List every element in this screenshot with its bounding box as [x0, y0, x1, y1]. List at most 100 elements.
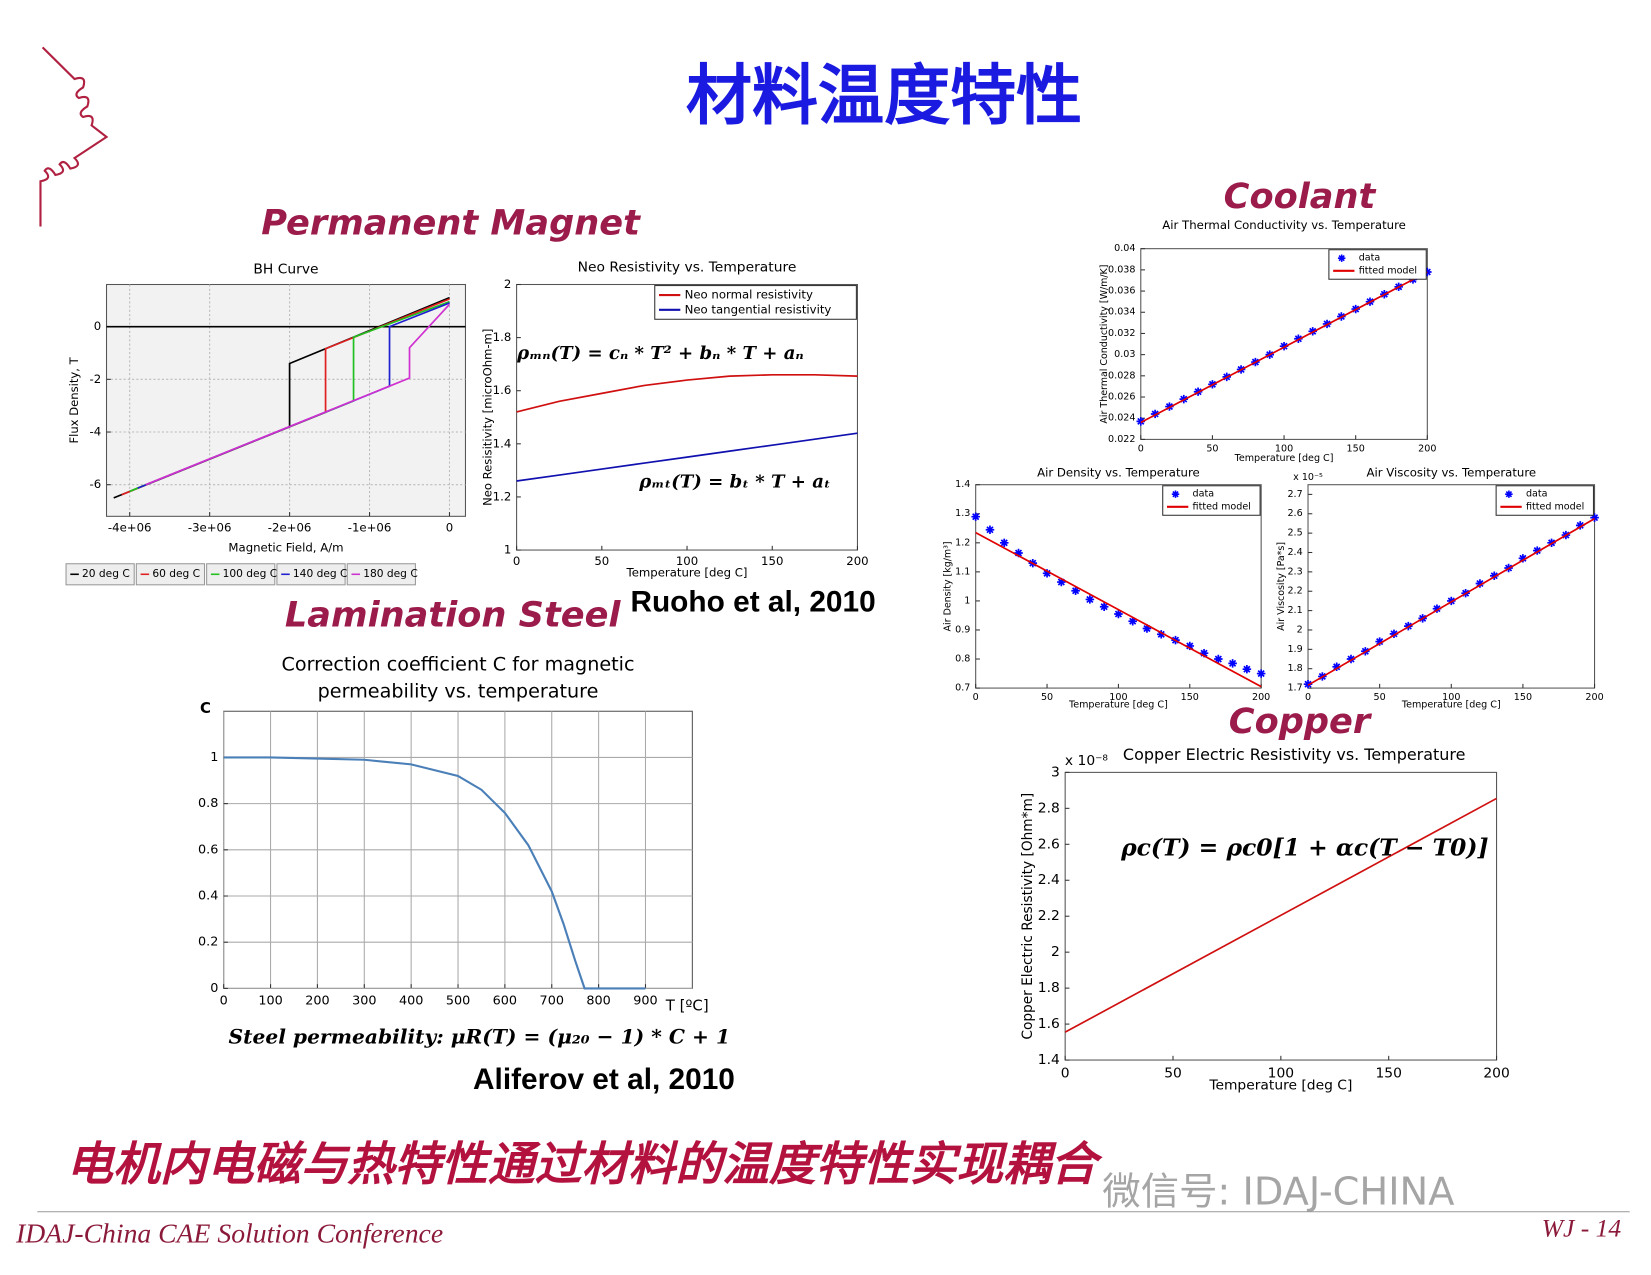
x-tick-label: 800	[586, 993, 610, 1008]
data-marker	[1256, 669, 1266, 678]
data-marker	[1014, 548, 1023, 558]
y-tick-label: 2.2	[1038, 908, 1060, 924]
data-marker	[1042, 569, 1052, 578]
y-tick-label: 0.9	[955, 625, 970, 636]
y-tick-label: 1.2	[493, 489, 512, 503]
heading: Copper	[1229, 702, 1373, 742]
legend-box	[206, 563, 276, 586]
equation: Steel permeability: μR(T) = (μ₂₀ − 1) * …	[229, 1024, 731, 1048]
y-tick-label: 0.032	[1108, 328, 1135, 339]
y-tick-label: 0.028	[1108, 370, 1135, 381]
x-tick-label: 100	[1275, 443, 1293, 454]
data-marker	[1475, 579, 1485, 588]
series-line	[223, 756, 646, 990]
legend-label: 100 deg C	[223, 568, 278, 580]
data-marker	[1128, 617, 1137, 626]
data-marker	[1185, 641, 1195, 651]
legend-label: data	[1193, 489, 1215, 500]
axis-multiplier: x 10⁻⁵	[1293, 472, 1323, 483]
y-axis-label: Copper Electric Resistivity [Ohm*m]	[1020, 793, 1036, 1040]
legend-box	[65, 563, 135, 586]
plot-area	[105, 283, 467, 517]
data-marker	[1242, 664, 1252, 674]
y-tick-label: 1.8	[493, 330, 512, 344]
data-marker	[1346, 654, 1356, 664]
x-tick-label: 300	[352, 993, 376, 1008]
chart-title: Neo Resistivity vs. Temperature	[578, 260, 797, 276]
legend-box	[276, 563, 346, 586]
y-tick-label: 1.4	[955, 479, 970, 490]
footer: IDAJ-China CAE Solution Conference	[15, 1217, 443, 1248]
x-tick-label: 200	[1252, 692, 1270, 703]
coil-decoration	[39, 46, 109, 227]
y-tick-label: 2.6	[1287, 508, 1302, 519]
y-tick-label: 0.03	[1114, 349, 1135, 360]
data-marker	[1389, 629, 1399, 639]
x-axis-label: Temperature [deg C]	[1208, 1077, 1352, 1093]
x-axis-label: Temperature [deg C]	[1234, 453, 1334, 464]
legend-box	[135, 563, 206, 586]
x-tick-label: 100	[258, 993, 282, 1008]
y-tick-label: 0.034	[1108, 307, 1135, 318]
x-tick-label: 500	[446, 993, 470, 1008]
chart-title: Air Density vs. Temperature	[1037, 466, 1200, 480]
data-marker	[1279, 341, 1289, 351]
y-tick-label: 2.8	[1038, 800, 1060, 816]
y-tick-label: 1.3	[955, 508, 970, 519]
x-tick-label: 200	[1585, 692, 1603, 703]
legend-box	[1495, 485, 1595, 516]
x-tick-label: 150	[1375, 1066, 1401, 1082]
x-tick-label: 900	[633, 993, 657, 1008]
x-axis-label: Temperature [deg C]	[626, 566, 748, 580]
legend-label: Neo tangential resistivity	[685, 302, 832, 316]
y-axis-label: Flux Density, T	[67, 356, 81, 443]
y-tick-label: 1.6	[493, 383, 512, 397]
equation: ρc(T) = ρc0[1 + αc(T − T0)]	[1120, 835, 1488, 862]
x-tick-label: -3e+06	[188, 520, 232, 534]
legend-box	[1162, 485, 1261, 516]
y-tick-label: -2	[90, 372, 102, 386]
y-axis-label: Neo Resisitivity [microOhm-m]	[480, 329, 494, 506]
legend-swatch	[1337, 254, 1346, 262]
legend-label: 60 deg C	[152, 568, 200, 580]
legend-swatch	[1505, 490, 1513, 498]
x-tick-label: 0	[1138, 443, 1144, 454]
x-tick-label: 700	[540, 993, 564, 1008]
y-tick-label: 2.5	[1287, 528, 1302, 539]
data-marker	[1085, 595, 1095, 604]
x-tick-label: 0	[220, 993, 228, 1008]
x-tick-label: 400	[399, 993, 423, 1008]
legend-box	[654, 285, 857, 320]
x-axis-label: Temperature [deg C]	[1068, 699, 1168, 710]
x-tick-label: 0	[1305, 692, 1311, 703]
y-tick-label: 0.026	[1108, 392, 1135, 403]
y-tick-label: 1.4	[493, 436, 512, 450]
y-tick-label: 0.8	[198, 795, 218, 810]
y-axis-label: C	[200, 700, 211, 717]
equation: ρₘₜ(T) = bₜ * T + aₜ	[638, 472, 830, 493]
heading: Lamination Steel	[285, 596, 622, 636]
y-tick-label: 1.4	[1038, 1052, 1060, 1068]
heading: Coolant	[1224, 177, 1377, 217]
data-marker	[1575, 521, 1585, 530]
y-tick-label: 0.2	[198, 934, 218, 949]
y-tick-label: 1	[504, 543, 511, 557]
x-tick-label: 0	[513, 554, 520, 568]
x-tick-label: 50	[1374, 692, 1386, 703]
legend-label: fitted model	[1526, 501, 1584, 512]
data-marker	[1136, 417, 1146, 426]
series-line	[516, 432, 858, 482]
x-tick-label: -4e+06	[108, 520, 152, 534]
y-axis-label: Air Thermal Conductivity [W/m/K]	[1099, 265, 1110, 424]
y-tick-label: 1	[210, 749, 218, 764]
data-marker	[1214, 654, 1223, 664]
y-tick-label: 1.6	[1038, 1016, 1060, 1032]
y-tick-label: 2	[1297, 625, 1303, 636]
x-tick-label: 150	[1347, 443, 1365, 454]
x-tick-label: 50	[1164, 1066, 1182, 1082]
chart-title: Correction coefficient C for magnetic	[281, 653, 634, 675]
y-tick-label: 1.8	[1038, 980, 1060, 996]
legend-label: 20 deg C	[82, 568, 130, 580]
legend-box	[1328, 249, 1427, 280]
